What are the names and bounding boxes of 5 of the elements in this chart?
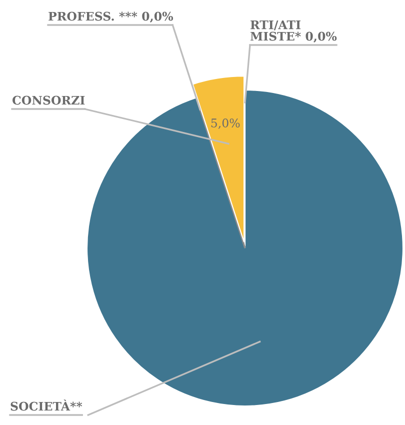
data-label: 5,0%	[211, 118, 240, 129]
slice-label: SOCIETÀ**	[10, 400, 82, 411]
category-label: PROFESS. *** 0,0%	[48, 12, 174, 22]
slice-label: CONSORZI	[12, 96, 85, 105]
category-label: RTI/ATI MISTE* 0,0%	[250, 20, 337, 42]
